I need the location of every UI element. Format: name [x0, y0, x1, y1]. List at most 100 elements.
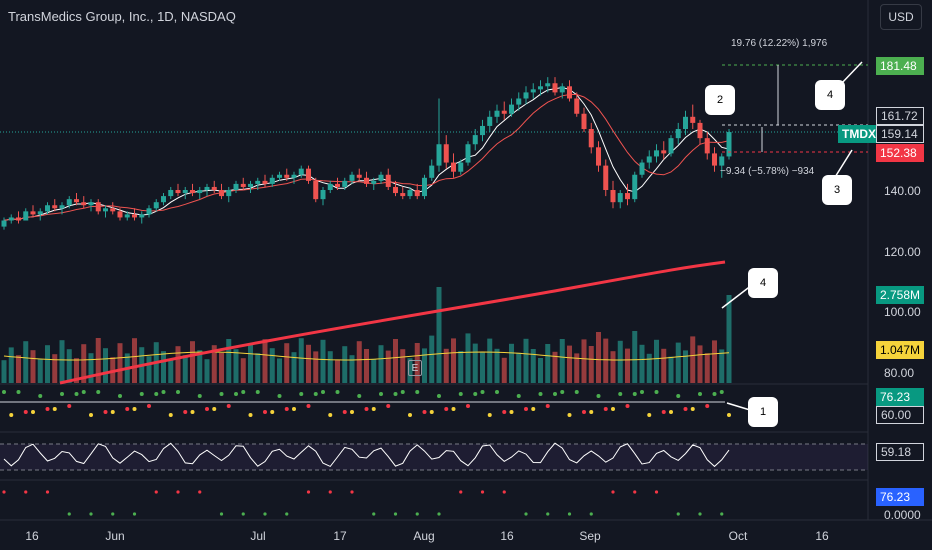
time-axis-label: Aug — [413, 529, 435, 543]
indicator-dot — [538, 392, 543, 396]
volume-bar — [378, 345, 384, 383]
indicator-dot — [219, 392, 224, 396]
candle-body — [161, 196, 166, 203]
signal-dot — [459, 490, 463, 494]
high-price-tag: 161.72 — [876, 107, 924, 125]
candle-body — [1, 220, 7, 227]
volume-bar — [306, 344, 311, 383]
signal-dot — [328, 490, 332, 494]
volume-bar — [494, 348, 500, 383]
indicator-dot — [284, 407, 289, 411]
time-axis-label: 16 — [500, 529, 514, 543]
indicator-dot — [574, 390, 579, 394]
earnings-marker[interactable]: E — [408, 360, 422, 376]
indicator-dot — [422, 410, 427, 414]
callout-tail — [721, 284, 753, 309]
candle-body — [538, 86, 543, 90]
indicator-dot — [313, 392, 318, 396]
candle-body — [291, 174, 297, 178]
currency-button[interactable]: USD — [880, 4, 922, 30]
volume-bar — [704, 353, 710, 383]
indicator-dot — [60, 392, 64, 396]
indicator-dot — [502, 410, 507, 414]
indicator-dot — [183, 410, 188, 414]
volume-bar — [45, 345, 50, 383]
candle-body — [617, 193, 623, 203]
candle-body — [132, 214, 137, 218]
volume-bar — [168, 360, 174, 383]
indicator-dot — [335, 390, 340, 394]
indicator-dot — [386, 404, 391, 408]
volume-bar — [284, 343, 290, 383]
volume-bar — [66, 349, 72, 383]
candle-body — [675, 129, 681, 139]
indicator-dot — [683, 407, 688, 411]
candle-body — [146, 208, 152, 215]
indicator-dot — [640, 390, 644, 394]
volume-bar — [248, 344, 253, 383]
volume-bar — [233, 349, 239, 383]
candle-body — [117, 211, 123, 218]
volume-bar — [501, 357, 507, 383]
volume-bar — [451, 338, 456, 383]
indicator-dot — [31, 410, 35, 414]
candle-body — [197, 190, 203, 194]
volume-bar — [516, 352, 522, 383]
rsi-tag: 59.18 — [876, 443, 924, 461]
last-price-tag: 159.14 — [876, 125, 924, 143]
signal-dot — [24, 490, 28, 494]
indicator-dot — [299, 392, 304, 396]
candle-body — [523, 92, 529, 99]
candle-body — [429, 165, 435, 178]
candle-body — [45, 205, 50, 212]
time-axis-label: 16 — [25, 529, 39, 543]
signal-dot — [611, 490, 615, 494]
candle-body — [588, 129, 594, 148]
signal-dot — [89, 512, 93, 516]
volume-bar — [364, 349, 369, 383]
indicator-dot — [176, 390, 180, 394]
indicator-dot — [74, 392, 79, 396]
signal-dot — [480, 490, 485, 494]
indicator-dot — [263, 410, 267, 414]
callout-4-price: 4 — [815, 80, 845, 110]
volume-bar — [509, 343, 514, 383]
volume-bar — [523, 338, 529, 383]
signal-dot — [176, 490, 180, 494]
target-price-tag: 181.48 — [876, 57, 924, 75]
volume-ma-tag: 1.047M — [876, 341, 924, 359]
volume-bar — [400, 349, 406, 383]
candle-body — [248, 183, 253, 187]
volume-bar — [443, 348, 449, 383]
candle-body — [472, 135, 478, 145]
volume-bar — [219, 353, 224, 383]
candle-body — [327, 183, 333, 190]
indicator-dot — [205, 407, 209, 411]
indicator-dot — [277, 394, 282, 398]
indicator-dot — [357, 394, 362, 398]
candle-body — [465, 144, 471, 163]
volume-bar — [103, 348, 108, 383]
candle-body — [726, 132, 732, 157]
indicator-dot — [350, 410, 354, 414]
volume-bar — [726, 295, 732, 383]
candle-body — [262, 180, 268, 184]
volume-ma-line — [3, 351, 730, 361]
candle-body — [400, 193, 406, 197]
signal-dot — [263, 512, 267, 516]
candle-body — [153, 202, 159, 209]
candle-body — [414, 190, 420, 197]
volume-bar — [59, 340, 65, 383]
volume-bar — [588, 346, 594, 383]
volume-bar — [74, 358, 79, 383]
indicator-dot — [567, 413, 572, 417]
volume-bar — [668, 356, 674, 383]
candle-body — [552, 83, 558, 93]
ma-200-line — [59, 260, 726, 385]
signal-dot — [241, 512, 245, 516]
volume-bar — [690, 336, 696, 383]
indicator-dot — [690, 407, 695, 411]
volume-bar — [81, 344, 87, 383]
indicator-dot — [23, 410, 28, 414]
